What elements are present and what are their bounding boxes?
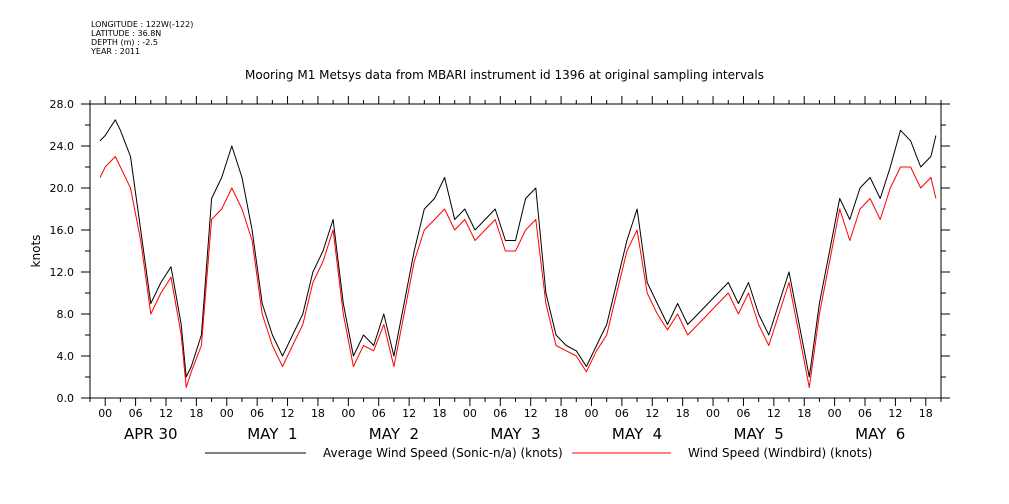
x-tick-label: 00 (98, 407, 112, 420)
legend-label: Average Wind Speed (Sonic-n/a) (knots) (323, 446, 563, 460)
x-tick-label: 06 (250, 407, 264, 420)
x-tick-label: 06 (736, 407, 750, 420)
x-tick-label: 12 (159, 407, 173, 420)
x-tick-label: 18 (919, 407, 933, 420)
x-tick-label: 06 (129, 407, 143, 420)
x-tick-label: 06 (615, 407, 629, 420)
longitude-text: LONGITUDE : 122W(-122) (91, 20, 194, 29)
metadata-block: LONGITUDE : 122W(-122) LATITUDE : 36.8N … (91, 20, 193, 56)
depth-text: DEPTH (m) : -2.5 (91, 38, 158, 47)
x-tick-label: 06 (372, 407, 386, 420)
x-tick-label: 00 (584, 407, 598, 420)
x-tick-label: 18 (797, 407, 811, 420)
day-label: MAY 1 (247, 425, 297, 443)
day-label: MAY 4 (612, 425, 662, 443)
day-label: MAY 5 (734, 425, 784, 443)
day-label: MAY 2 (369, 425, 419, 443)
x-tick-label: 12 (402, 407, 416, 420)
x-tick-label: 18 (676, 407, 690, 420)
y-tick-label: 12.0 (50, 266, 75, 279)
latitude-text: LATITUDE : 36.8N (91, 29, 162, 38)
chart-title: Mooring M1 Metsys data from MBARI instru… (245, 68, 764, 82)
year-text: YEAR : 2011 (91, 47, 141, 56)
chart-axes: 0.0 4.0 8.0 12.0 16.0 20.0 24.0 28.0 knots 00 06 12… (29, 96, 950, 443)
series-line-average-wind-speed (99, 119, 937, 378)
x-tick-label: 12 (524, 407, 538, 420)
chart-legend: Average Wind Speed (Sonic-n/a) (knots) Wi… (205, 446, 872, 460)
y-tick-label: 16.0 (50, 224, 75, 237)
x-tick-label: 06 (858, 407, 872, 420)
y-axis-label: knots (29, 235, 43, 268)
plot-area (99, 119, 937, 388)
y-tick-label: 0.0 (57, 392, 75, 405)
x-tick-label: 06 (493, 407, 507, 420)
y-tick-label: 20.0 (50, 182, 75, 195)
x-tick-label: 18 (189, 407, 203, 420)
y-tick-label: 28.0 (50, 98, 75, 111)
legend-label: Wind Speed (Windbird) (knots) (688, 446, 872, 460)
x-tick-label: 12 (281, 407, 295, 420)
day-label: APR 30 (124, 425, 178, 443)
y-tick-label: 8.0 (57, 308, 75, 321)
x-tick-label: 00 (706, 407, 720, 420)
x-tick-label: 00 (463, 407, 477, 420)
series-line-windbird-wind-speed (99, 156, 937, 388)
day-label: MAY 3 (490, 425, 540, 443)
day-label: MAY 6 (855, 425, 905, 443)
x-tick-label: 12 (767, 407, 781, 420)
x-tick-label: 12 (888, 407, 902, 420)
x-tick-label: 18 (311, 407, 325, 420)
x-tick-label: 00 (828, 407, 842, 420)
y-tick-label: 24.0 (50, 140, 75, 153)
x-tick-label: 18 (433, 407, 447, 420)
x-tick-label: 00 (341, 407, 355, 420)
y-tick-label: 4.0 (57, 350, 75, 363)
x-tick-label: 18 (554, 407, 568, 420)
x-tick-label: 12 (645, 407, 659, 420)
x-tick-label: 00 (220, 407, 234, 420)
